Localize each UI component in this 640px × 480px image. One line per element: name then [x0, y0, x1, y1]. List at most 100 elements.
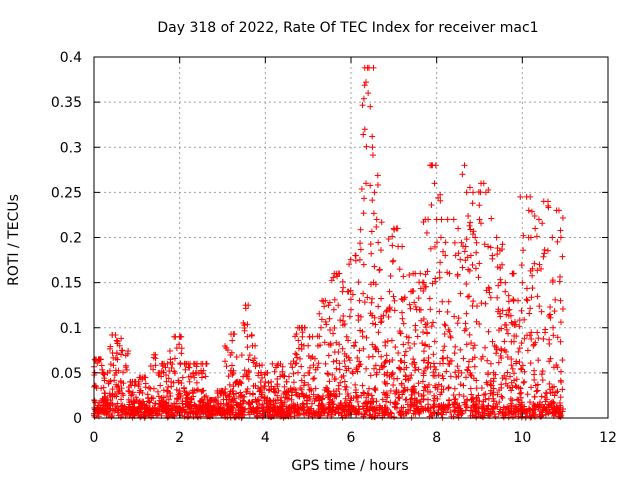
data-point — [415, 408, 422, 415]
data-point — [369, 295, 376, 302]
data-point — [551, 308, 558, 315]
data-point — [305, 342, 312, 349]
data-point — [108, 413, 115, 420]
data-point — [236, 379, 243, 386]
data-point — [261, 394, 268, 401]
data-point — [545, 410, 552, 417]
data-point — [540, 335, 547, 342]
data-point — [231, 395, 238, 402]
data-point — [245, 367, 252, 374]
data-point — [437, 197, 444, 204]
data-point — [473, 318, 480, 325]
data-point — [357, 226, 364, 233]
data-point — [171, 333, 178, 340]
data-point — [405, 408, 412, 415]
data-point — [420, 357, 427, 364]
data-point — [373, 398, 380, 405]
data-point — [404, 401, 411, 408]
data-point — [390, 375, 397, 382]
data-point — [434, 395, 441, 402]
data-point — [378, 353, 385, 360]
data-point — [512, 318, 519, 325]
data-point — [421, 342, 428, 349]
data-point — [478, 355, 485, 362]
data-point — [528, 208, 535, 215]
data-point — [405, 334, 412, 341]
data-point — [550, 364, 557, 371]
data-point — [533, 233, 540, 240]
data-point — [527, 406, 534, 413]
data-point — [120, 380, 127, 387]
data-point — [261, 382, 268, 389]
data-point — [268, 386, 275, 393]
data-point — [326, 378, 333, 385]
data-point — [176, 341, 183, 348]
data-point — [173, 386, 180, 393]
data-point — [364, 294, 371, 301]
data-point — [456, 391, 463, 398]
data-point — [315, 408, 322, 415]
data-point — [209, 411, 216, 418]
data-point — [498, 393, 505, 400]
data-point — [476, 260, 483, 267]
data-point — [505, 330, 512, 337]
data-point — [451, 313, 458, 320]
data-point — [547, 400, 554, 407]
data-point — [413, 397, 420, 404]
data-point — [193, 387, 200, 394]
data-point — [132, 394, 139, 401]
data-point — [167, 393, 174, 400]
data-point — [358, 392, 365, 399]
data-point — [163, 378, 170, 385]
data-point — [275, 387, 282, 394]
data-point — [480, 391, 487, 398]
y-tick-label: 0.25 — [51, 185, 82, 201]
data-point — [293, 351, 300, 358]
data-point — [405, 339, 412, 346]
data-point — [394, 225, 401, 232]
data-point — [489, 338, 496, 345]
data-point — [371, 189, 378, 196]
data-point — [122, 364, 129, 371]
data-point — [473, 404, 480, 411]
data-point — [383, 372, 390, 379]
data-point — [304, 403, 311, 410]
data-point — [193, 379, 200, 386]
data-point — [351, 343, 358, 350]
data-point — [528, 329, 535, 336]
data-point — [377, 319, 384, 326]
data-point — [495, 282, 502, 289]
data-point — [437, 191, 444, 198]
data-point — [361, 64, 368, 71]
data-point — [528, 335, 535, 342]
data-point — [451, 350, 458, 357]
data-point — [559, 306, 566, 313]
data-point — [274, 407, 281, 414]
data-point — [538, 371, 545, 378]
data-point — [488, 215, 495, 222]
data-point — [549, 389, 556, 396]
data-point — [547, 304, 554, 311]
data-point — [290, 403, 297, 410]
data-point — [464, 404, 471, 411]
data-point — [368, 250, 375, 257]
data-point — [257, 384, 264, 391]
data-point — [415, 366, 422, 373]
data-point — [292, 389, 299, 396]
data-point — [460, 382, 467, 389]
data-point — [389, 233, 396, 240]
data-point — [221, 389, 228, 396]
data-point — [101, 390, 108, 397]
data-point — [428, 201, 435, 208]
data-point — [150, 385, 157, 392]
data-point — [504, 354, 511, 361]
data-point — [171, 355, 178, 362]
data-point — [406, 301, 413, 308]
data-point — [544, 247, 551, 254]
data-point — [473, 239, 480, 246]
data-point — [419, 378, 426, 385]
data-point — [361, 299, 368, 306]
data-point — [228, 362, 235, 369]
data-point — [447, 373, 454, 380]
data-point — [529, 272, 536, 279]
